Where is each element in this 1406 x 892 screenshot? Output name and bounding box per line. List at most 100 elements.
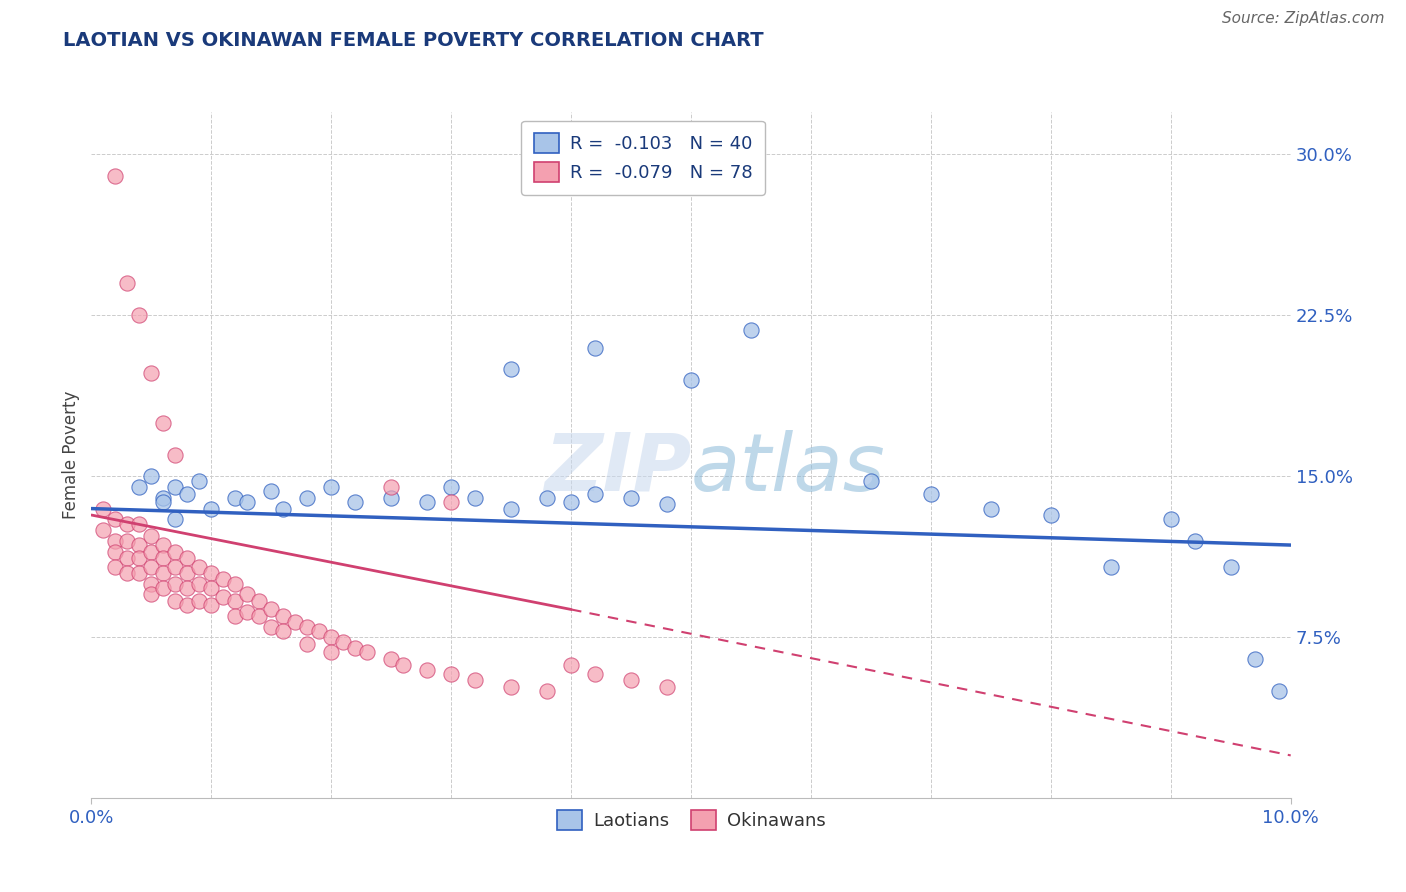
Point — [104, 512, 127, 526]
Point — [980, 501, 1002, 516]
Point — [501, 501, 523, 516]
Point — [501, 680, 523, 694]
Point — [271, 501, 294, 516]
Point — [141, 469, 163, 483]
Point — [152, 491, 174, 505]
Point — [271, 608, 294, 623]
Point — [920, 486, 942, 500]
Point — [560, 495, 582, 509]
Point — [117, 516, 139, 531]
Point — [165, 448, 187, 462]
Point — [141, 576, 163, 591]
Text: atlas: atlas — [690, 430, 886, 508]
Point — [380, 480, 402, 494]
Point — [212, 573, 235, 587]
Point — [152, 581, 174, 595]
Point — [188, 594, 211, 608]
Point — [176, 598, 198, 612]
Point — [297, 491, 319, 505]
Legend: Laotians, Okinawans: Laotians, Okinawans — [550, 803, 832, 838]
Point — [104, 169, 127, 183]
Point — [128, 551, 150, 566]
Point — [93, 501, 115, 516]
Text: ZIP: ZIP — [544, 430, 690, 508]
Point — [464, 673, 486, 688]
Point — [308, 624, 330, 638]
Point — [271, 624, 294, 638]
Point — [165, 512, 187, 526]
Point — [176, 551, 198, 566]
Point — [117, 277, 139, 291]
Point — [260, 602, 283, 616]
Point — [260, 619, 283, 633]
Point — [141, 529, 163, 543]
Point — [152, 416, 174, 430]
Point — [104, 544, 127, 558]
Point — [152, 551, 174, 566]
Point — [620, 673, 643, 688]
Point — [128, 309, 150, 323]
Point — [620, 491, 643, 505]
Point — [740, 323, 762, 337]
Point — [128, 516, 150, 531]
Point — [1184, 533, 1206, 548]
Point — [416, 495, 439, 509]
Point — [176, 581, 198, 595]
Point — [152, 495, 174, 509]
Point — [332, 634, 354, 648]
Point — [416, 663, 439, 677]
Point — [1267, 684, 1289, 698]
Point — [1099, 559, 1122, 574]
Point — [392, 658, 415, 673]
Point — [236, 587, 259, 601]
Point — [1243, 652, 1265, 666]
Point — [141, 367, 163, 381]
Point — [200, 566, 222, 580]
Point — [224, 491, 246, 505]
Point — [655, 497, 678, 511]
Point — [1219, 559, 1241, 574]
Point — [188, 474, 211, 488]
Point — [679, 373, 702, 387]
Point — [165, 544, 187, 558]
Point — [655, 680, 678, 694]
Point — [152, 538, 174, 552]
Point — [165, 576, 187, 591]
Point — [297, 637, 319, 651]
Point — [93, 523, 115, 537]
Point — [224, 576, 246, 591]
Point — [344, 495, 367, 509]
Point — [165, 480, 187, 494]
Y-axis label: Female Poverty: Female Poverty — [62, 391, 80, 519]
Point — [1039, 508, 1062, 522]
Point — [284, 615, 307, 630]
Point — [536, 684, 558, 698]
Point — [536, 491, 558, 505]
Point — [128, 566, 150, 580]
Point — [321, 631, 343, 645]
Point — [440, 480, 463, 494]
Point — [117, 533, 139, 548]
Point — [224, 608, 246, 623]
Point — [236, 605, 259, 619]
Point — [440, 666, 463, 681]
Point — [247, 594, 270, 608]
Point — [128, 480, 150, 494]
Point — [200, 598, 222, 612]
Point — [165, 594, 187, 608]
Point — [176, 486, 198, 500]
Point — [344, 641, 367, 656]
Point — [380, 491, 402, 505]
Point — [104, 533, 127, 548]
Point — [188, 559, 211, 574]
Point — [356, 645, 378, 659]
Point — [247, 608, 270, 623]
Text: LAOTIAN VS OKINAWAN FEMALE POVERTY CORRELATION CHART: LAOTIAN VS OKINAWAN FEMALE POVERTY CORRE… — [63, 31, 763, 50]
Point — [104, 559, 127, 574]
Point — [380, 652, 402, 666]
Point — [128, 538, 150, 552]
Point — [236, 495, 259, 509]
Point — [560, 658, 582, 673]
Point — [1160, 512, 1182, 526]
Point — [224, 594, 246, 608]
